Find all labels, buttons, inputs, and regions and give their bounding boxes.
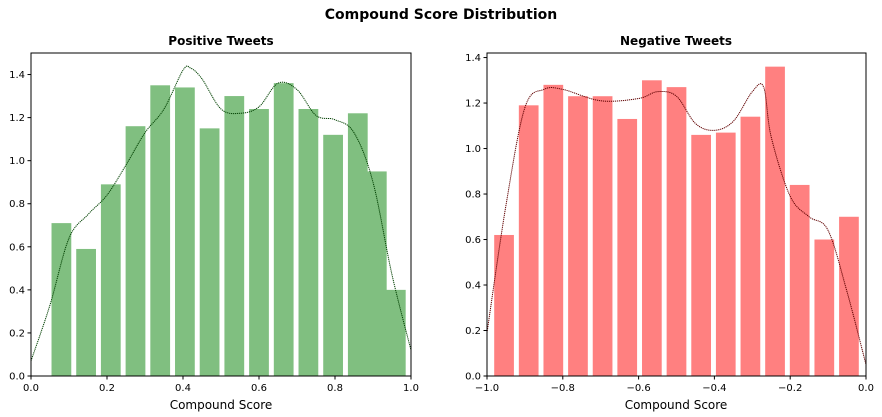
negative-y-tick-label: 0.8 [465,190,481,201]
positive-x-tick-label: 0.0 [23,383,39,394]
positive-chart-title: Positive Tweets [168,34,273,48]
negative-bar-7 [642,80,662,377]
negative-kde-curve [486,83,867,365]
negative-bars [494,66,859,377]
positive-bar-3 [100,184,121,376]
negative-x-axis: −1.0 −0.8 −0.6 −0.4 −0.2 0.0 [475,376,874,394]
figure-suptitle: Compound Score Distribution [325,7,557,23]
negative-bar-14 [814,239,835,376]
positive-y-axis: 0.0 0.2 0.4 0.6 0.8 1.0 1.2 1.4 [9,70,31,383]
negative-bar-4 [568,96,588,376]
positive-bar-11 [298,108,319,377]
positive-bar-2 [76,248,96,376]
positive-y-tick-label: 1.2 [9,113,25,124]
negative-x-axis-label: Compound Score [625,398,728,412]
positive-y-tick-label: 1.4 [9,70,25,81]
positive-bar-14 [366,171,387,376]
positive-y-tick-label: 0.0 [9,372,25,383]
negative-bar-9 [691,134,711,376]
negative-y-tick-label: 0.0 [465,372,481,383]
negative-y-tick-label: 0.2 [465,326,481,337]
positive-bar-5 [150,85,171,377]
negative-bar-8 [666,87,687,377]
positive-y-tick-label: 0.2 [9,328,25,339]
negative-bar-2 [518,105,539,376]
negative-y-tick-label: 1.0 [465,144,481,155]
positive-bar-9 [249,108,269,377]
negative-x-tick-label: −1.0 [475,383,499,394]
positive-x-tick-label: 0.6 [251,383,267,394]
positive-kde-curve [30,65,412,362]
positive-kde-line [30,65,412,362]
positive-y-tick-label: 0.8 [9,199,25,210]
negative-bar-13 [789,184,810,376]
negative-y-tick-label: 0.6 [465,235,481,246]
positive-y-tick-label: 0.6 [9,242,25,253]
negative-x-tick-label: −0.4 [702,383,726,394]
positive-y-tick-label: 1.0 [9,156,25,167]
positive-x-tick-label: 0.8 [327,383,343,394]
positive-bar-8 [224,96,245,376]
negative-bar-6 [617,118,638,377]
positive-plot-frame [30,52,412,377]
positive-x-tick-label: 0.4 [175,383,191,394]
positive-bar-6 [175,87,195,376]
positive-bar-1 [51,223,72,376]
negative-bar-5 [592,96,613,376]
negative-x-tick-label: −0.6 [626,383,650,394]
negative-chart-title: Negative Tweets [620,34,732,48]
negative-x-tick-label: 0.0 [858,383,874,394]
negative-y-axis: 0.0 0.2 0.4 0.6 0.8 1.0 1.2 1.4 [465,53,487,383]
negative-bar-3 [543,84,564,376]
negative-bar-15 [839,216,859,376]
positive-x-axis: 0.0 0.2 0.4 0.6 0.8 1.0 [23,376,419,394]
negative-bar-10 [715,132,736,376]
negative-bar-11 [740,116,761,376]
negative-bar-1 [494,234,514,376]
negative-plot-frame [486,52,867,377]
positive-x-axis-label: Compound Score [170,398,273,412]
positive-bars [51,83,406,377]
positive-tweets-chart: Positive Tweets 0.0 0.2 0.4 0.6 0.8 1.0 0.00.… [9,34,419,412]
positive-bar-13 [347,113,368,376]
positive-bar-10 [273,83,294,377]
negative-tweets-chart: Negative Tweets −1.0 −0.8 −0.6 −0.4 −0.2 0.0 … [465,34,874,412]
positive-bar-4 [125,126,146,377]
negative-y-tick-label: 0.4 [465,281,481,292]
positive-x-tick-label: 0.2 [99,383,115,394]
positive-bar-15 [385,289,406,376]
positive-x-tick-label: 1.0 [403,383,419,394]
negative-y-tick-label: 1.2 [465,99,481,110]
negative-x-tick-label: −0.8 [551,383,575,394]
positive-y-tick-label: 0.4 [9,285,25,296]
positive-bar-12 [323,134,343,376]
negative-x-tick-label: −0.2 [778,383,802,394]
negative-kde-line [486,83,867,365]
negative-y-tick-label: 1.4 [465,53,481,64]
positive-bar-7 [199,128,220,376]
negative-bar-12 [765,66,785,377]
